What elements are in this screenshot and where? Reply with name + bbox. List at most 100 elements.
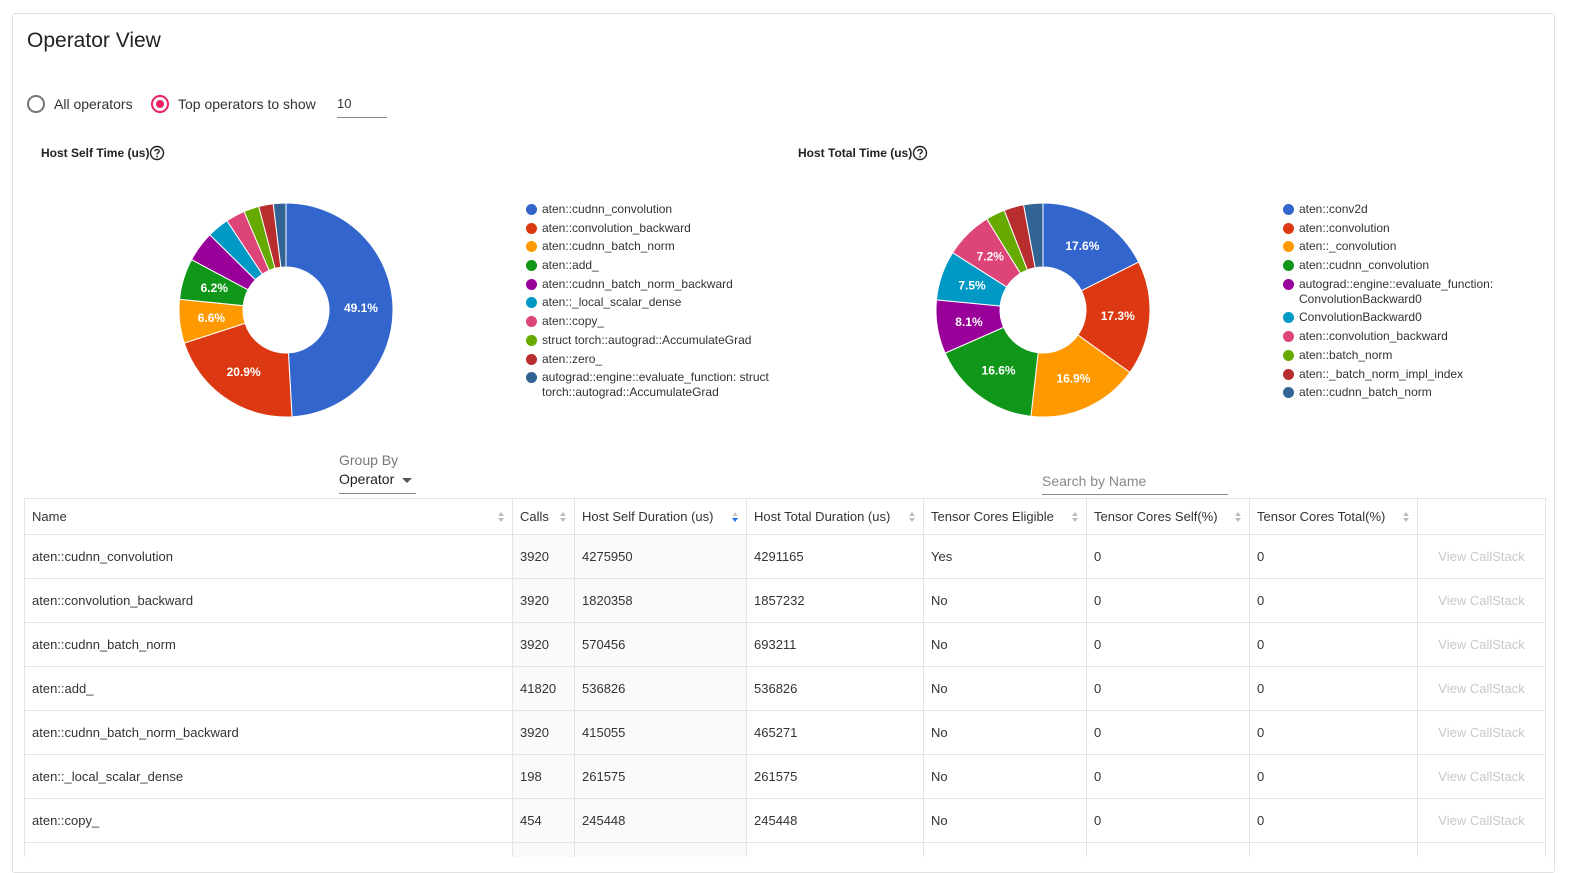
radio-top-label[interactable]: Top operators to show: [178, 96, 316, 112]
column-header-label: Name: [32, 509, 67, 524]
column-header[interactable]: Tensor Cores Self(%): [1086, 498, 1250, 535]
legend-item: aten::cudnn_batch_norm: [526, 239, 782, 254]
cell: 0: [1249, 710, 1418, 755]
legend-swatch: [526, 316, 537, 328]
pie-slice: [183, 322, 293, 418]
cell: 261575: [574, 754, 747, 799]
chart-title: Host Self Time (us): [41, 146, 150, 160]
cell: [1417, 842, 1546, 857]
legend-item: aten::zero_: [526, 352, 782, 367]
cell: 0: [1086, 534, 1250, 579]
cell: 0: [1249, 666, 1418, 711]
legend-label: aten::convolution_backward: [1299, 329, 1448, 344]
column-header[interactable]: Tensor Cores Eligible: [923, 498, 1087, 535]
pie-slice: [1042, 202, 1140, 292]
cell: 536826: [574, 666, 747, 711]
cell: No: [923, 578, 1087, 623]
cell: 0: [1249, 534, 1418, 579]
legend-swatch: [526, 372, 537, 384]
cell: 261575: [746, 754, 924, 799]
cell: 3920: [512, 578, 575, 623]
cell: aten::convolution_backward: [24, 578, 513, 623]
help-icon[interactable]: [912, 145, 928, 161]
radio-all-label[interactable]: All operators: [54, 96, 133, 112]
cell: aten::add_: [24, 666, 513, 711]
cell: 0: [1086, 578, 1250, 623]
table-row: aten::cudnn_batch_norm 3920 570456 693211 No…: [24, 622, 1546, 667]
pie-slice: [1030, 334, 1131, 418]
dropdown-arrow: [402, 478, 412, 483]
legend-label: aten::cudnn_convolution: [1299, 258, 1430, 273]
cell: aten::copy_: [24, 798, 513, 843]
cell: 0: [1249, 578, 1418, 623]
column-header-label: Host Self Duration (us): [582, 509, 714, 524]
pie-slice: [272, 202, 287, 268]
pie-charts: 49.1% 20.9% 6.6% 6.2% 17.6% 17.3% 16.9% 16.6% 8.…: [178, 202, 1151, 418]
slice-label: 16.9%: [1056, 372, 1090, 386]
column-header[interactable]: Calls: [512, 498, 575, 535]
sort-icon: [560, 512, 566, 522]
cell: aten::_local_scalar_dense: [24, 754, 513, 799]
cell: 454: [512, 798, 575, 843]
cell: 3920: [512, 710, 575, 755]
slice-label: 16.6%: [982, 363, 1016, 377]
cell: 3920: [512, 534, 575, 579]
cell: No: [923, 666, 1087, 711]
page-title: Operator View: [27, 29, 161, 52]
cell: aten::cudnn_convolution: [24, 534, 513, 579]
cell: 0: [1086, 622, 1250, 667]
cell: [574, 842, 747, 857]
radio-all[interactable]: [27, 95, 45, 113]
slice-label: 17.6%: [1065, 239, 1099, 253]
cell: 0: [1086, 754, 1250, 799]
legend-label: aten::_batch_norm_impl_index: [1299, 366, 1464, 381]
legend-item: aten::add_: [526, 258, 782, 273]
cell: 0: [1249, 754, 1418, 799]
chart-title: Host Total Time (us): [798, 146, 913, 160]
cell: 570456: [574, 622, 747, 667]
legend-label: aten::conv2d: [1299, 202, 1368, 216]
cell: No: [923, 798, 1087, 843]
cell: 693211: [746, 622, 924, 667]
cell: 0: [1249, 622, 1418, 667]
view-callstack: View CallStack: [1417, 622, 1546, 667]
legend-swatch: [526, 260, 537, 272]
sort-icon: [732, 512, 738, 522]
cell: 245448: [574, 798, 747, 843]
table-wrap: Name Calls Host Self Duration (us) Host Tot…: [24, 498, 1546, 857]
group-by-value: Operator: [339, 471, 395, 487]
legend-swatch: [1283, 260, 1294, 272]
slice-label: 20.9%: [227, 365, 261, 379]
group-by-dropdown[interactable]: Operator: [339, 471, 416, 494]
radio-top[interactable]: [151, 95, 169, 113]
sort-icon: [498, 512, 504, 522]
column-header[interactable]: Name: [24, 498, 513, 535]
column-header[interactable]: Host Self Duration (us): [574, 498, 747, 535]
cell: aten::cudnn_batch_norm_backward: [24, 710, 513, 755]
legend-label: autograd::engine::evaluate_function: str…: [542, 370, 769, 400]
legend-swatch: [526, 334, 537, 346]
legend-swatch: [1283, 331, 1294, 343]
slice-label: 7.2%: [977, 250, 1005, 264]
top-count-input[interactable]: 10: [337, 96, 387, 118]
group-by-label: Group By: [339, 452, 399, 468]
legend-label: aten::copy_: [542, 314, 605, 329]
cell: 0: [1249, 798, 1418, 843]
column-header[interactable]: Host Total Duration (us): [746, 498, 924, 535]
legend-swatch: [526, 297, 537, 309]
legend-item: aten::copy_: [526, 314, 782, 329]
legend-label: aten::cudnn_batch_norm_backward: [542, 276, 733, 291]
legend-label: aten::_convolution: [1299, 239, 1397, 254]
cell: 4291165: [746, 534, 924, 579]
table-row: aten::cudnn_convolution 3920 4275950 429116…: [24, 534, 1546, 579]
help-icon[interactable]: [149, 145, 165, 161]
legend-item: aten::convolution_backward: [526, 221, 782, 236]
column-header[interactable]: Tensor Cores Total(%): [1249, 498, 1418, 535]
search-input[interactable]: Search by Name: [1042, 473, 1228, 495]
legend-item: aten::convolution: [1283, 221, 1539, 236]
legend-item: aten::cudnn_convolution: [526, 202, 782, 217]
legend-item: struct torch::autograd::AccumulateGrad: [526, 333, 782, 348]
legend-swatch: [526, 222, 537, 234]
cell: [746, 842, 924, 857]
